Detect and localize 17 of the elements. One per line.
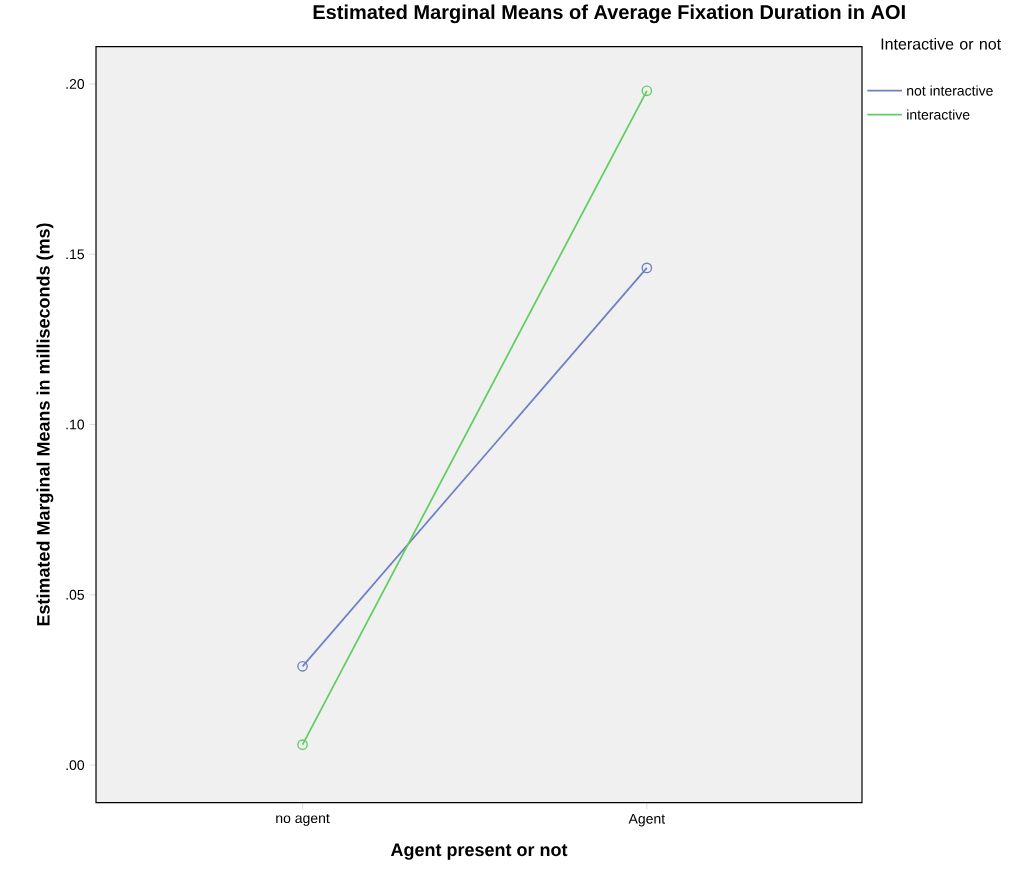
y-tick-label: .20 (66, 79, 85, 90)
point (641, 85, 653, 97)
x-axis-title: Agent present or not (390, 843, 568, 861)
chart-title: Estimated Marginal Means of Average Fixation Duration in AOI (313, 4, 905, 24)
point (641, 262, 653, 274)
legend-label: not interactive (907, 85, 993, 96)
y-tick-label: .10 (66, 419, 85, 430)
y-tick-label: .00 (66, 760, 85, 771)
x-tick-label: Agent (628, 814, 666, 827)
point (297, 661, 308, 672)
y-tick-label: .15 (66, 249, 85, 260)
legend-label: interactive (907, 109, 970, 120)
point (297, 739, 308, 751)
y-tick-label: .05 (66, 590, 85, 600)
legend-title: Interactive or not (881, 38, 1001, 50)
y-axis-title: Estimated Marginal Means in milliseconds (ms) (36, 223, 54, 626)
x-tick-label: no agent (276, 814, 330, 827)
